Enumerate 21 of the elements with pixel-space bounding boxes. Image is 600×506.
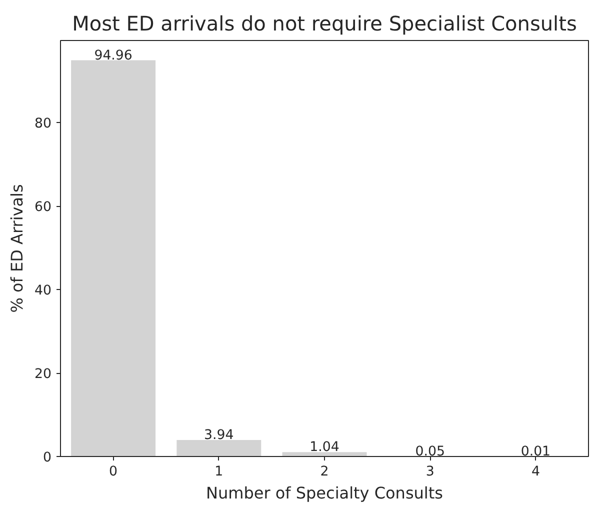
x-tick-label: 0	[109, 464, 118, 480]
y-tick-label: 40	[34, 284, 52, 299]
y-tick-label: 60	[34, 200, 52, 216]
y-tick-label: 0	[43, 450, 52, 466]
x-tick-label: 4	[531, 464, 540, 480]
data-label: 0.01	[520, 444, 551, 460]
y-tick-label: 20	[34, 367, 52, 382]
x-tick-label: 3	[426, 464, 434, 480]
data-label: 94.96	[94, 48, 132, 64]
bar	[282, 452, 367, 456]
x-axis-title: Number of Specialty Consults	[206, 484, 443, 502]
y-tick-label: 80	[34, 116, 52, 132]
bar	[71, 60, 156, 456]
data-label: 0.05	[415, 444, 445, 460]
data-label: 3.94	[204, 428, 234, 444]
x-tick-label: 1	[214, 464, 224, 480]
y-axis-title: % of ED Arrivals	[8, 184, 27, 313]
chart-title: Most ED arrivals do not require Specialist Consults	[72, 12, 577, 36]
data-label: 1.04	[310, 440, 340, 456]
x-tick-label: 2	[320, 464, 329, 480]
bar	[176, 440, 262, 456]
